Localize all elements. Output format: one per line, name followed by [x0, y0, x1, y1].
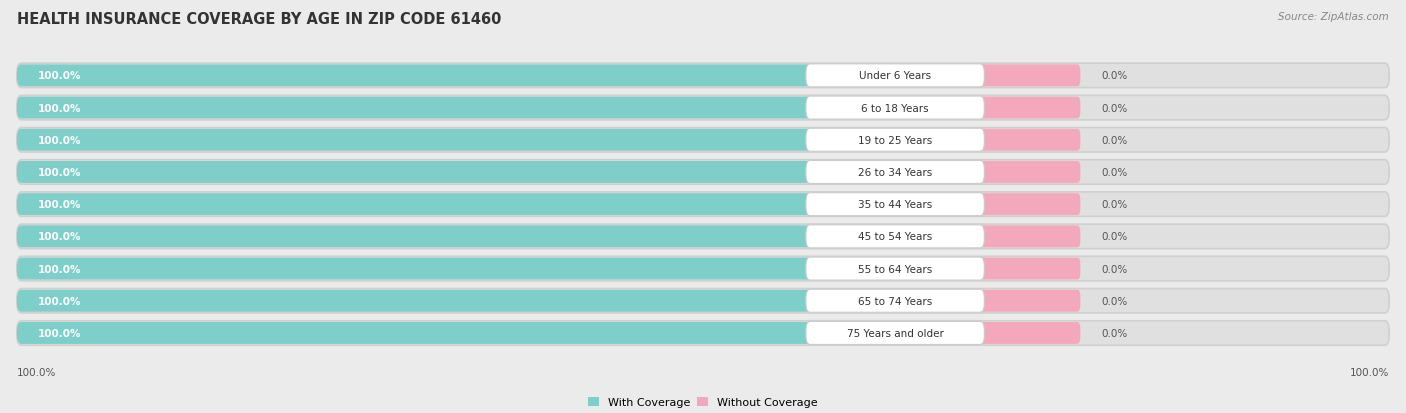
Legend: With Coverage, Without Coverage: With Coverage, Without Coverage	[588, 397, 818, 408]
Text: 100.0%: 100.0%	[38, 199, 82, 210]
FancyBboxPatch shape	[806, 161, 984, 184]
Text: 100.0%: 100.0%	[38, 328, 82, 338]
Text: 55 to 64 Years: 55 to 64 Years	[858, 264, 932, 274]
FancyBboxPatch shape	[17, 192, 1389, 217]
Text: 26 to 34 Years: 26 to 34 Years	[858, 168, 932, 178]
Text: 0.0%: 0.0%	[1101, 296, 1128, 306]
FancyBboxPatch shape	[17, 290, 813, 312]
FancyBboxPatch shape	[806, 129, 984, 152]
FancyBboxPatch shape	[970, 97, 1080, 119]
Text: 0.0%: 0.0%	[1101, 199, 1128, 210]
FancyBboxPatch shape	[806, 322, 984, 344]
Text: 100.0%: 100.0%	[1350, 367, 1389, 377]
Text: 0.0%: 0.0%	[1101, 135, 1128, 145]
FancyBboxPatch shape	[806, 193, 984, 216]
FancyBboxPatch shape	[17, 65, 813, 87]
Text: 0.0%: 0.0%	[1101, 232, 1128, 242]
Text: 65 to 74 Years: 65 to 74 Years	[858, 296, 932, 306]
Text: 0.0%: 0.0%	[1101, 264, 1128, 274]
FancyBboxPatch shape	[970, 258, 1080, 280]
Text: 0.0%: 0.0%	[1101, 71, 1128, 81]
FancyBboxPatch shape	[17, 160, 1389, 185]
Text: 100.0%: 100.0%	[17, 367, 56, 377]
Text: HEALTH INSURANCE COVERAGE BY AGE IN ZIP CODE 61460: HEALTH INSURANCE COVERAGE BY AGE IN ZIP …	[17, 12, 502, 27]
FancyBboxPatch shape	[17, 194, 813, 216]
FancyBboxPatch shape	[17, 130, 813, 151]
Text: 100.0%: 100.0%	[38, 103, 82, 113]
FancyBboxPatch shape	[17, 97, 813, 119]
Text: 100.0%: 100.0%	[38, 264, 82, 274]
Text: 100.0%: 100.0%	[38, 296, 82, 306]
Text: Under 6 Years: Under 6 Years	[859, 71, 931, 81]
FancyBboxPatch shape	[806, 257, 984, 280]
Text: 0.0%: 0.0%	[1101, 328, 1128, 338]
FancyBboxPatch shape	[17, 128, 1389, 153]
Text: 45 to 54 Years: 45 to 54 Years	[858, 232, 932, 242]
FancyBboxPatch shape	[970, 194, 1080, 216]
FancyBboxPatch shape	[970, 322, 1080, 344]
FancyBboxPatch shape	[806, 97, 984, 120]
FancyBboxPatch shape	[970, 130, 1080, 151]
FancyBboxPatch shape	[17, 225, 1389, 249]
FancyBboxPatch shape	[17, 64, 1389, 88]
Text: 0.0%: 0.0%	[1101, 103, 1128, 113]
Text: 100.0%: 100.0%	[38, 135, 82, 145]
Text: Source: ZipAtlas.com: Source: ZipAtlas.com	[1278, 12, 1389, 22]
FancyBboxPatch shape	[17, 226, 813, 248]
Text: 100.0%: 100.0%	[38, 71, 82, 81]
FancyBboxPatch shape	[806, 290, 984, 313]
FancyBboxPatch shape	[970, 65, 1080, 87]
FancyBboxPatch shape	[17, 289, 1389, 313]
Text: 100.0%: 100.0%	[38, 168, 82, 178]
FancyBboxPatch shape	[17, 96, 1389, 121]
FancyBboxPatch shape	[17, 161, 813, 183]
FancyBboxPatch shape	[806, 225, 984, 248]
Text: 0.0%: 0.0%	[1101, 168, 1128, 178]
Text: 35 to 44 Years: 35 to 44 Years	[858, 199, 932, 210]
Text: 6 to 18 Years: 6 to 18 Years	[862, 103, 929, 113]
FancyBboxPatch shape	[17, 257, 1389, 281]
FancyBboxPatch shape	[17, 258, 813, 280]
Text: 100.0%: 100.0%	[38, 232, 82, 242]
FancyBboxPatch shape	[970, 226, 1080, 248]
FancyBboxPatch shape	[806, 65, 984, 88]
FancyBboxPatch shape	[17, 322, 813, 344]
FancyBboxPatch shape	[17, 321, 1389, 345]
FancyBboxPatch shape	[970, 290, 1080, 312]
Text: 75 Years and older: 75 Years and older	[846, 328, 943, 338]
FancyBboxPatch shape	[970, 161, 1080, 183]
Text: 19 to 25 Years: 19 to 25 Years	[858, 135, 932, 145]
